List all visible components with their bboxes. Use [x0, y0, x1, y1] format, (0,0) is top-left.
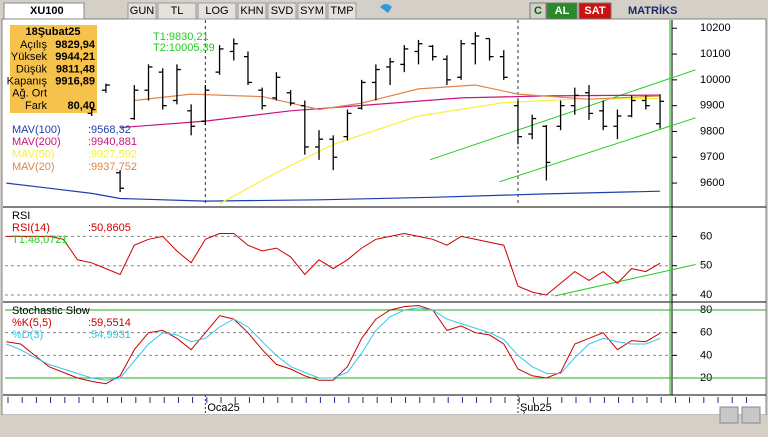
- toolbar-button[interactable]: [327, 2, 357, 20]
- info-value: 9944,21: [55, 51, 95, 63]
- info-label: Düşük: [16, 63, 48, 75]
- toolbar-button-label: SYM: [300, 5, 324, 17]
- toolbar-button-label: TMP: [330, 5, 353, 17]
- legend-name: RSI(14): [12, 222, 50, 234]
- info-label: Kapanış: [7, 76, 48, 88]
- status-bar: [0, 415, 768, 432]
- moving-average: [134, 84, 661, 111]
- info-label: Açılış: [20, 39, 47, 51]
- indicator-line: [6, 232, 661, 296]
- info-value: 80,40: [67, 100, 95, 112]
- info-label: Fark: [25, 100, 48, 112]
- refresh-button[interactable]: [719, 406, 739, 424]
- info-value: 9916,89: [55, 76, 95, 88]
- x-tick-label: Şub25: [520, 402, 552, 414]
- toolbar-button-label: TL: [171, 5, 184, 17]
- toolbar-button[interactable]: [529, 2, 547, 20]
- toolbar-button[interactable]: [197, 2, 237, 20]
- y-tick-label: 50: [700, 260, 712, 272]
- y-tick-label: 60: [700, 327, 712, 339]
- legend-name: %K(5,5): [12, 317, 52, 329]
- legend-value: :9937,752: [88, 161, 137, 173]
- twitter-icon[interactable]: [380, 4, 392, 13]
- y-tick-label: 40: [700, 289, 712, 301]
- legend-name: MAV(20): [12, 161, 55, 173]
- annotation: T1:48,0721: [12, 234, 68, 246]
- info-label: Ağ. Ort: [12, 88, 47, 100]
- toolbar-button[interactable]: [297, 2, 327, 20]
- toolbar-button-label: AL: [555, 5, 570, 17]
- trend-line: [429, 69, 696, 161]
- toolbar-button[interactable]: [237, 2, 267, 20]
- y-tick-label: 40: [700, 349, 712, 361]
- toolbar-button[interactable]: [546, 2, 578, 20]
- symbol-box[interactable]: [3, 2, 85, 20]
- toolbar-button[interactable]: [157, 2, 197, 20]
- moving-average: [6, 182, 661, 202]
- toolbar-button-label: SVD: [271, 5, 294, 17]
- info-box: [10, 25, 97, 113]
- trend-line: [499, 117, 696, 183]
- symbol: XU100: [30, 5, 64, 17]
- y-tick-label: 9900: [700, 100, 724, 112]
- indicator-line: [6, 307, 661, 381]
- legend-value: :9927,592: [88, 149, 137, 161]
- y-tick-label: 9800: [700, 125, 724, 137]
- info-value: 9829,94: [55, 39, 96, 51]
- toolbar-button[interactable]: [267, 2, 297, 20]
- info-date: 18Şubat25: [25, 26, 80, 38]
- legend-value: :54,9931: [88, 329, 131, 341]
- chart-area: [1, 18, 767, 416]
- legend-value: :59,5514: [88, 317, 131, 329]
- settings-button[interactable]: [741, 406, 761, 424]
- annotation: T1:9830,21: [153, 31, 209, 43]
- toolbar-button-label: KHN: [240, 5, 263, 17]
- toolbar-button-label: C: [534, 5, 542, 17]
- toolbar-button[interactable]: [578, 2, 612, 20]
- y-tick-label: 60: [700, 230, 712, 242]
- toolbar-button-label: LOG: [205, 5, 228, 17]
- y-tick-label: 10000: [700, 74, 731, 86]
- y-tick-label: 10100: [700, 48, 731, 60]
- legend-name: MAV(200): [12, 136, 61, 148]
- toolbar-button-label: SAT: [584, 5, 605, 17]
- legend-value: :9568,32: [88, 124, 131, 136]
- info-value: 9811,48: [56, 63, 95, 75]
- y-tick-label: 10200: [700, 22, 731, 34]
- panel-title: RSI: [12, 210, 30, 222]
- x-tick-label: Oca25: [207, 402, 239, 414]
- legend-name: %D(3): [12, 329, 43, 341]
- y-tick-label: 9700: [700, 151, 724, 163]
- y-tick-label: 9600: [700, 177, 724, 189]
- legend-name: MAV(100): [12, 124, 61, 136]
- annotation: T2:10005,39: [153, 42, 215, 54]
- panel-title: Stochastic Slow: [12, 305, 90, 317]
- trend-line: [554, 264, 696, 297]
- brand: MATRİKS: [628, 4, 677, 17]
- legend-value: :9940,881: [88, 136, 137, 148]
- legend-name: MAV(50): [12, 149, 55, 161]
- toolbar-button-label: GUN: [130, 5, 155, 17]
- toolbar-button[interactable]: [127, 2, 157, 20]
- info-label: Yüksek: [11, 51, 48, 63]
- legend-value: :50,8605: [88, 222, 131, 234]
